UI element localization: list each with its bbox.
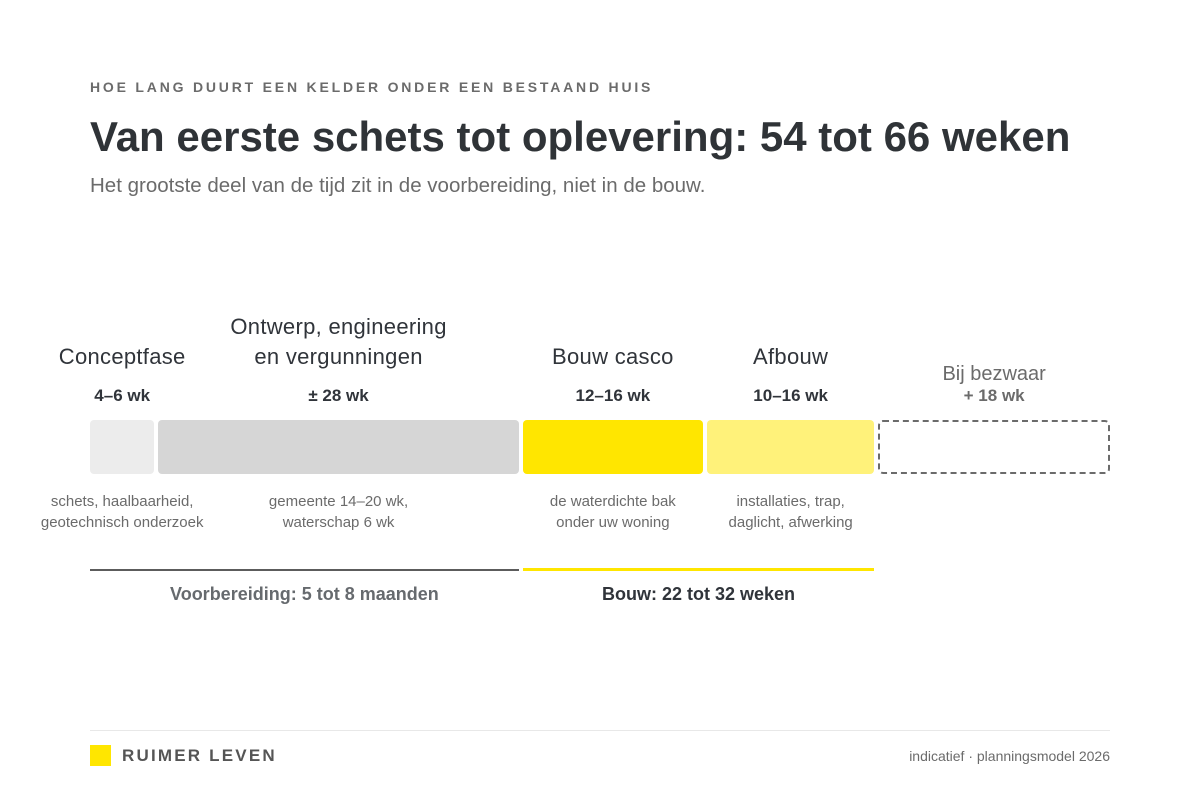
page-title: Van eerste schets tot oplevering: 54 tot… [90, 113, 1071, 160]
phase-bar-bij-bezwaar [878, 420, 1110, 474]
phase-title-afbouw: Afbouw [753, 344, 829, 369]
phase-bar-conceptfase [90, 420, 155, 474]
phase-title-bij-bezwaar: Bij bezwaar [942, 363, 1046, 385]
page-subtitle: Het grootste deel van de tijd zit in de … [90, 174, 706, 197]
header: HOE LANG DUURT EEN KELDER ONDER EEN BEST… [90, 70, 1110, 205]
phase-title-ontwerp: Ontwerp, engineering en vergunningen [230, 314, 447, 369]
footer-divider [90, 730, 1110, 731]
phase-bar-ontwerp [158, 420, 519, 474]
footnote: indicatief · planningsmodel 2026 [909, 748, 1110, 764]
phase-title-bouw-casco: Bouw casco [552, 344, 674, 369]
phase-duration-conceptfase: 4–6 wk [94, 386, 151, 405]
phase-duration-bij-bezwaar: + 18 wk [963, 386, 1025, 405]
summary-label-bouw: Bouw: 22 tot 32 weken [602, 584, 796, 604]
phase-bar-afbouw [706, 420, 875, 474]
phase-note-bouw-casco: de waterdichte bak onder uw woning [549, 493, 676, 531]
phase-duration-afbouw: 10–16 wk [753, 386, 828, 405]
eyebrow-label: HOE LANG DUURT EEN KELDER ONDER EEN BEST… [90, 79, 654, 95]
summary-label-voorbereiding: Voorbereiding: 5 tot 8 maanden [170, 584, 439, 604]
phase-title-conceptfase: Conceptfase [58, 344, 186, 369]
summary-line-bouw [522, 568, 875, 571]
phase-duration-ontwerp: ± 28 wk [308, 386, 369, 405]
brand-logo-square [90, 745, 111, 766]
brand-name: RUIMER LEVEN [122, 746, 277, 765]
phase-duration-bouw-casco: 12–16 wk [575, 386, 651, 405]
footer: RUIMER LEVEN indicatief · planningsmodel… [90, 730, 1110, 770]
summary-line-voorbereiding [90, 569, 519, 571]
phase-note-ontwerp: gemeente 14–20 wk, waterschap 6 wk [268, 493, 409, 531]
phase-note-afbouw: installaties, trap, daglicht, afwerking [728, 493, 853, 531]
phase-note-conceptfase: schets, haalbaarheid, geotechnisch onder… [40, 493, 204, 531]
timeline-chart: Conceptfase 4–6 wk schets, haalbaarheid,… [0, 300, 1200, 620]
phase-bar-bouw-casco [522, 420, 703, 474]
